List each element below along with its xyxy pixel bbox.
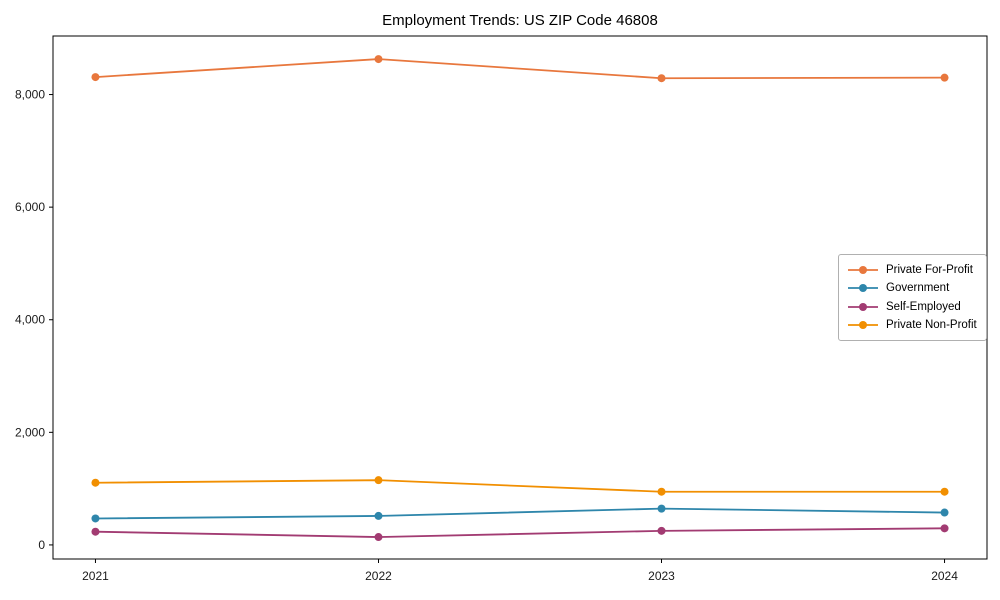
legend-label: Private Non-Profit (886, 318, 977, 331)
y-tick-label: 2,000 (15, 425, 45, 439)
legend-line-marker-swatch (848, 320, 878, 329)
legend: Private For-Profit Government Self-Emplo… (838, 254, 987, 341)
data-point-marker (91, 514, 100, 523)
data-point-marker (91, 478, 100, 487)
y-tick-label: 8,000 (15, 88, 45, 102)
data-point-marker (374, 476, 383, 485)
data-point-marker (657, 504, 666, 513)
legend-line-marker-swatch (848, 284, 878, 293)
legend-label: Private For-Profit (886, 264, 973, 276)
data-point-marker (940, 508, 949, 517)
x-tick-label: 2022 (365, 569, 392, 583)
data-point-marker (940, 524, 949, 533)
legend-line-marker-swatch (848, 266, 878, 274)
legend-entry: Self-Employed (848, 298, 977, 316)
data-point-marker (374, 55, 383, 64)
legend-label: Government (886, 282, 950, 295)
y-tick-label: 4,000 (15, 313, 45, 327)
legend-label: Self-Employed (886, 300, 961, 313)
legend-entry: Private For-Profit (848, 261, 977, 279)
legend-line-marker-swatch (848, 302, 878, 311)
legend-entry: Private Non-Profit (848, 316, 977, 334)
data-point-marker (940, 487, 949, 496)
series-line-government (95, 507, 945, 520)
chart-title: Employment Trends: US ZIP Code 46808 (382, 12, 658, 29)
series-line-private-non-profit (95, 479, 945, 493)
series-line-self-employed (95, 527, 945, 538)
data-point-marker (374, 511, 383, 520)
x-tick-label: 2024 (931, 569, 958, 583)
legend-entry: Government (848, 279, 977, 297)
axes-spines (52, 35, 988, 560)
y-tick-label: 6,000 (15, 200, 45, 214)
data-point-marker (940, 73, 949, 82)
data-point-marker (374, 533, 383, 542)
data-point-marker (91, 527, 100, 536)
x-tick-label: 2021 (82, 569, 109, 583)
y-tick-label: 0 (38, 538, 45, 552)
data-point-marker (657, 526, 666, 535)
data-point-marker (657, 74, 666, 83)
data-point-marker (657, 487, 666, 496)
series-line-private-for-profit (95, 58, 945, 80)
x-tick-label: 2023 (648, 569, 675, 583)
data-point-marker (91, 73, 100, 82)
